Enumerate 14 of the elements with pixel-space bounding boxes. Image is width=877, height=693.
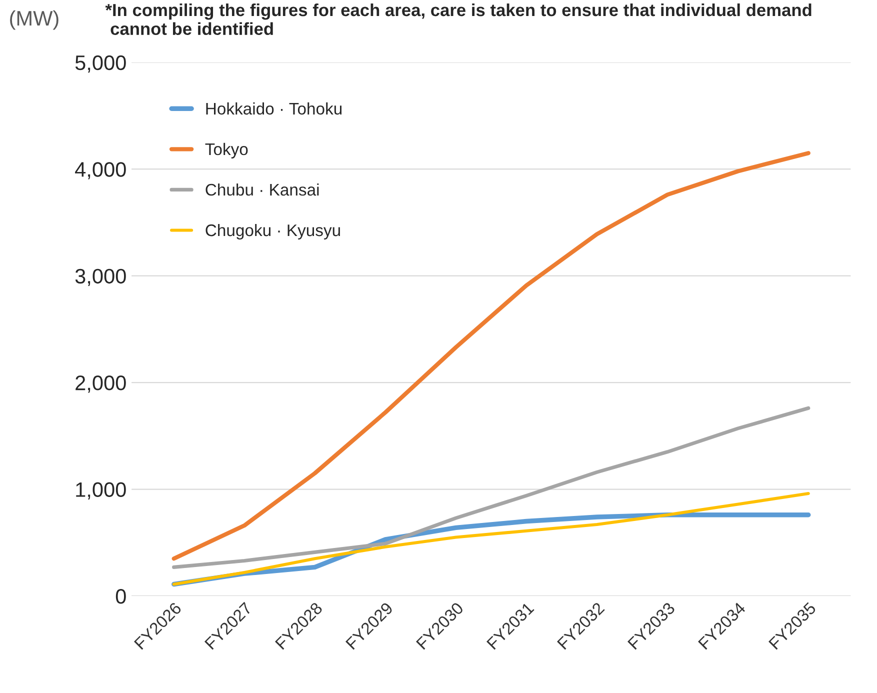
legend-label: Tokyo [205,142,248,158]
y-tick-label: 0 [116,588,126,604]
y-tick-label: 4,000 [75,162,126,180]
text: *In compiling the figures for each area, care is taken to ensure that individual demand cannot be identified [105,3,812,35]
legend-label: Chubu · Kansai [206,183,319,196]
y-tick-label: 3,000 [75,268,126,286]
line-series [172,492,810,586]
legend-label: Hokkaido · Tohoku [206,102,342,115]
y-axis-title: (MW) [10,10,58,30]
y-tick-label: 5,000 [75,55,126,73]
line-series [172,406,810,569]
y-tick-label: 2,000 [76,376,126,393]
legend-label: Chugoku · Kyusyu [206,224,340,240]
y-tick-label: 1,000 [76,482,126,500]
